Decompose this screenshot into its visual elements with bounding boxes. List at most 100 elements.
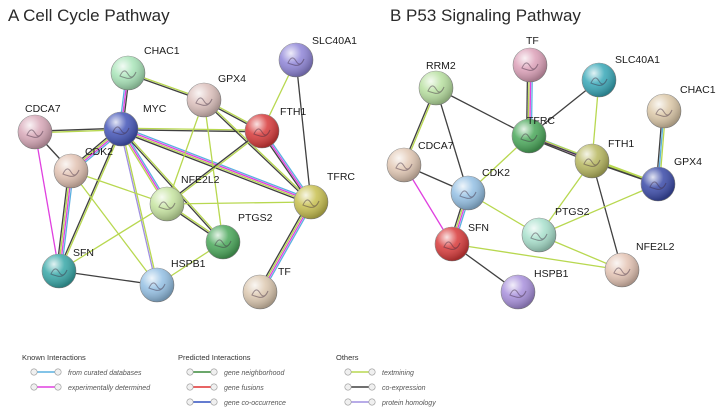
node-shine: [187, 83, 221, 117]
node-rrm2[interactable]: RRM2: [418, 60, 456, 106]
protein-structure-icon: [530, 232, 548, 241]
node-shine: [206, 225, 240, 259]
legend-item-label: co-expression: [382, 385, 426, 392]
node-sfn[interactable]: SFN: [434, 222, 489, 262]
node-chac1[interactable]: CHAC1: [110, 45, 180, 91]
legend-group-predicted-interactions: Predicted Interactions gene neighborhood g…: [178, 353, 286, 407]
node-fth1[interactable]: FTH1: [574, 138, 634, 179]
edge-evidence-line: [204, 98, 313, 202]
protein-structure-icon: [50, 268, 68, 277]
edge-evidence-line: [59, 129, 123, 272]
protein-structure-icon: [521, 62, 539, 71]
protein-structure-icon: [158, 201, 176, 210]
protein-structure-icon: [214, 239, 232, 248]
protein-structure-icon: [251, 289, 269, 298]
edge-cdk2-hspb1: [70, 170, 158, 286]
node-shine: [582, 63, 616, 97]
protein-structure-icon: [253, 128, 271, 137]
node-cdk2[interactable]: CDK2: [53, 146, 113, 189]
node-shine: [575, 144, 609, 178]
node-gpx4[interactable]: GPX4: [640, 156, 702, 202]
legend-heading: Known Interactions: [22, 353, 86, 362]
node-sfn[interactable]: SFN: [41, 247, 94, 289]
node-shine: [42, 254, 76, 288]
legend-item-label: from curated databases: [68, 370, 142, 377]
edge-cdca7-sfn: [34, 131, 60, 272]
edge-gpx4-ptgs2: [203, 99, 224, 243]
edge-evidence-line: [202, 100, 311, 204]
edge-evidence-line: [591, 160, 623, 271]
edge-evidence-line: [121, 128, 225, 242]
node-shine: [605, 253, 639, 287]
node-shine: [501, 275, 535, 309]
node-shine: [243, 275, 277, 309]
legend-swatch-node: [186, 383, 194, 391]
protein-structure-icon: [649, 181, 667, 190]
protein-structure-icon: [590, 77, 608, 86]
node-cdca7[interactable]: CDCA7: [386, 140, 454, 183]
node-shine: [522, 218, 556, 252]
node-tfrc[interactable]: TFRC: [293, 171, 355, 220]
edge-evidence-line: [261, 202, 314, 294]
node-myc[interactable]: MYC: [103, 103, 167, 147]
edge-rrm2-tfrc: [435, 87, 530, 137]
node-label: CDCA7: [25, 103, 61, 115]
node-shine: [111, 56, 145, 90]
edge-nfe2l2-tfrc: [166, 201, 312, 205]
edge-evidence-line: [57, 128, 121, 271]
edge-fth1-nfe2l2: [166, 129, 263, 206]
edge-myc-fth1: [120, 127, 263, 133]
node-shine: [641, 167, 675, 201]
node-slc40a1[interactable]: SLC40A1: [581, 54, 660, 98]
edge-sfn-nfe2l2: [451, 243, 623, 271]
edge-gpx4-ptgs2: [538, 183, 659, 236]
node-tf[interactable]: TF: [242, 266, 291, 310]
node-label: RRM2: [426, 60, 456, 72]
edge-slc40a1-tfrc: [295, 59, 312, 203]
legend-swatch-node: [344, 368, 352, 376]
protein-structure-icon: [395, 162, 413, 171]
node-label: TFRC: [327, 171, 355, 183]
node-fth1[interactable]: FTH1: [244, 106, 306, 149]
node-shine: [647, 94, 681, 128]
edge-evidence-line: [119, 129, 223, 243]
panel-a-title: A Cell Cycle Pathway: [8, 6, 170, 25]
protein-structure-icon: [443, 241, 461, 250]
node-label: CHAC1: [680, 84, 716, 96]
node-shine: [419, 71, 453, 105]
node-ptgs2[interactable]: PTGS2: [205, 212, 273, 260]
node-slc40a1[interactable]: SLC40A1: [278, 35, 357, 78]
legend-swatch-node: [186, 368, 194, 376]
node-label: NFE2L2: [636, 241, 675, 253]
protein-structure-icon: [613, 267, 631, 276]
node-tf[interactable]: TF: [512, 35, 548, 83]
protein-structure-icon: [520, 133, 538, 142]
node-label: HSPB1: [534, 268, 569, 280]
node-shine: [451, 176, 485, 210]
protein-structure-icon: [583, 158, 601, 167]
node-label: PTGS2: [238, 212, 273, 224]
node-chac1[interactable]: CHAC1: [646, 84, 716, 129]
legend-heading: Others: [336, 353, 359, 362]
legend-swatch-node: [368, 398, 376, 406]
panel-b-title: B P53 Signaling Pathway: [390, 6, 581, 25]
node-cdk2[interactable]: CDK2: [450, 167, 510, 211]
node-hspb1[interactable]: HSPB1: [500, 268, 569, 310]
node-nfe2l2[interactable]: NFE2L2: [604, 241, 675, 288]
node-hspb1[interactable]: HSPB1: [139, 258, 206, 303]
protein-structure-icon: [26, 129, 44, 138]
node-gpx4[interactable]: GPX4: [186, 73, 246, 118]
legend-swatch-node: [54, 383, 62, 391]
legend-swatch-node: [210, 368, 218, 376]
node-shine: [279, 43, 313, 77]
edge-evidence-line: [121, 126, 313, 201]
node-label: TF: [278, 266, 291, 278]
edge-fth1-nfe2l2: [591, 160, 623, 271]
node-nfe2l2[interactable]: NFE2L2: [149, 174, 220, 222]
edge-gpx4-tfrc: [202, 98, 313, 204]
node-cdca7[interactable]: CDCA7: [17, 103, 61, 150]
protein-structure-icon: [112, 126, 130, 135]
node-ptgs2[interactable]: PTGS2: [521, 206, 590, 253]
node-shine: [104, 112, 138, 146]
node-tfrc[interactable]: TFRC: [511, 115, 555, 154]
